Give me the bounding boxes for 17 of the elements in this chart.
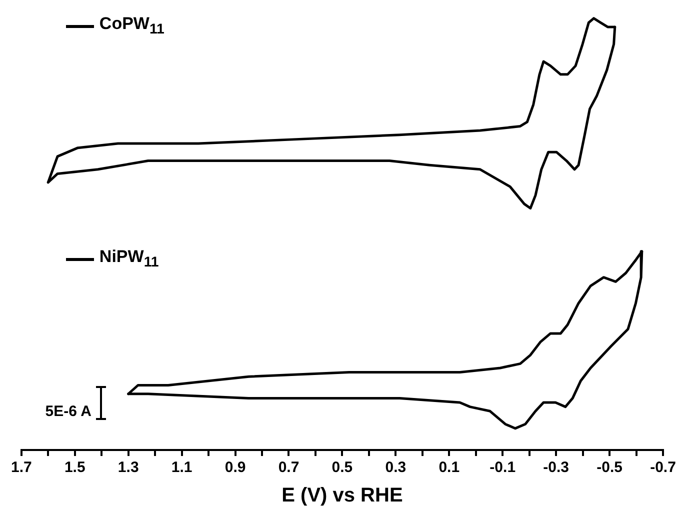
x-tick-label: 1.1 — [171, 459, 192, 476]
x-tick-label: 0.7 — [278, 459, 300, 476]
x-tick-label: 0.5 — [332, 459, 353, 476]
x-axis-title: E (V) vs RHE — [282, 484, 403, 507]
x-tick-label: 1.7 — [10, 459, 32, 476]
x-tick-label: -0.3 — [543, 459, 569, 476]
x-tick-label: 0.1 — [438, 459, 460, 476]
annotation: 5E-6 A — [45, 403, 92, 420]
x-tick-label: -0.7 — [650, 459, 676, 476]
x-tick-label: 0.3 — [385, 459, 406, 476]
x-tick-label: 0.9 — [224, 459, 246, 476]
x-tick-label: -0.5 — [596, 459, 622, 476]
x-tick-label: 1.5 — [64, 459, 86, 476]
x-tick-label: 1.3 — [118, 459, 139, 476]
legend-label: CoPW$_{11}$ — [99, 14, 164, 40]
x-tick-label: -0.1 — [490, 459, 516, 476]
legend-label: NiPW$_{11}$ — [99, 246, 159, 272]
